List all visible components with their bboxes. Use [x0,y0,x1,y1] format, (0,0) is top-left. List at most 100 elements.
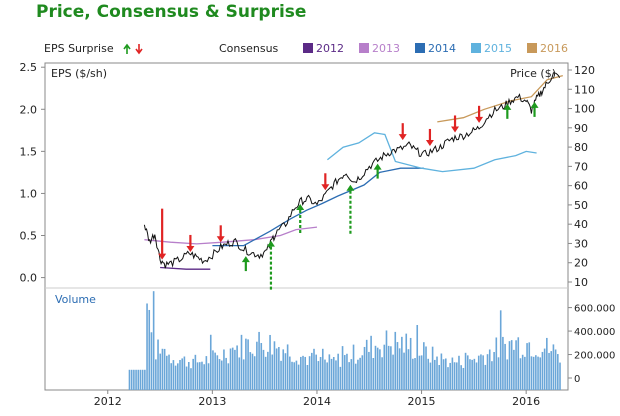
volume-bar [365,339,368,390]
legend-swatch-2014 [415,43,425,53]
volume-bar [543,348,546,390]
volume-bar [436,356,438,390]
volume-bar [306,364,309,390]
legend-series-2016: 2016 [540,42,568,55]
volume-bar [359,357,361,390]
volume-bar [444,358,447,390]
volume-bar [491,361,493,390]
price-tick-label: 70 [574,160,588,173]
volume-bar [251,353,254,390]
price-tick-label: 20 [574,257,588,270]
volume-bar [225,357,227,390]
legend-eps-surprise-label: EPS Surprise [44,42,114,55]
plot-frame [44,62,569,391]
price-tick-label: 50 [574,199,588,212]
volume-bar [135,369,137,390]
surprise-up-arrow-icon [503,103,512,110]
volume-bar [238,357,241,390]
volume-bar [313,348,315,390]
volume-bar [515,340,517,390]
volume-bar [161,348,164,390]
surprise-down-arrow-icon [186,245,195,252]
volume-bars [128,291,561,390]
volume-bar [482,355,484,390]
volume-bar [242,359,245,390]
price-tick-label: 90 [574,122,588,135]
surprise-down-arrow-icon [398,134,407,141]
surprise-down-arrow-icon [475,116,484,123]
volume-bar [231,347,234,390]
volume-bar [185,366,188,390]
x-tick-label: 2012 [94,395,122,408]
x-tick-label: 2013 [198,395,226,408]
volume-bar [159,353,162,390]
volume-bar [190,368,192,390]
volume-bar [267,351,269,390]
volume-bar [524,356,526,390]
surprise-down-arrow-icon [451,126,460,133]
volume-bar [198,362,201,390]
surprise-up-arrow-icon [266,240,275,247]
volume-bar [260,343,263,390]
volume-bar [332,357,335,390]
volume-bar [282,349,285,390]
price-tick-label: 60 [574,180,588,193]
volume-bar [139,369,142,390]
surprise-down-arrow-icon [158,253,167,260]
surprise-up-arrow-icon [530,101,539,108]
volume-bar [172,360,175,390]
consensus-line-2014 [212,167,424,247]
volume-bar [348,362,350,390]
volume-bar [519,358,522,390]
volume-bar [541,351,544,390]
volume-bar [304,356,307,390]
volume-bar [203,364,205,390]
volume-bar [258,331,260,390]
volume-bar [315,354,317,390]
price-tick-label: 120 [574,64,595,77]
volume-bar [521,354,524,390]
volume-bar [181,358,183,390]
volume-bar [227,363,230,390]
volume-bar [130,369,133,390]
x-tick-label: 2014 [303,395,331,408]
volume-bar [506,359,509,390]
legend-up-arrow-icon [123,43,131,54]
volume-bar [194,354,197,390]
legend-series-2012: 2012 [316,42,344,55]
volume-bar [240,334,243,390]
volume-bar [379,349,381,390]
volume-bar [308,356,311,390]
volume-bar [409,337,412,390]
price-tick-label: 100 [574,103,595,116]
volume-bar [223,349,225,390]
volume-bar [510,340,513,390]
consensus-line-2015 [326,132,537,173]
price-line [143,72,561,269]
volume-bar [414,358,416,390]
volume-bar [403,352,405,390]
volume-bar [416,325,419,390]
legend-series-2015: 2015 [484,42,512,55]
volume-bar [205,356,208,390]
volume-bar [451,357,454,390]
volume-bar [293,362,296,390]
volume-bar [495,337,498,390]
volume-bar [144,369,146,390]
volume-bar [385,330,388,390]
volume-bar [302,355,304,390]
volume-bar [398,348,401,390]
volume-bar [245,338,247,390]
volume-bar [392,354,394,390]
volume-bar [284,353,287,390]
eps-axis-label: EPS ($/sh) [51,67,107,80]
volume-bar [504,343,506,390]
volume-bar [427,358,430,390]
volume-bar [262,349,265,390]
volume-bar [383,344,386,390]
volume-bar [278,347,280,390]
volume-bar [236,345,238,390]
volume-bar [321,348,324,390]
surprise-down-arrow-icon [425,139,434,146]
